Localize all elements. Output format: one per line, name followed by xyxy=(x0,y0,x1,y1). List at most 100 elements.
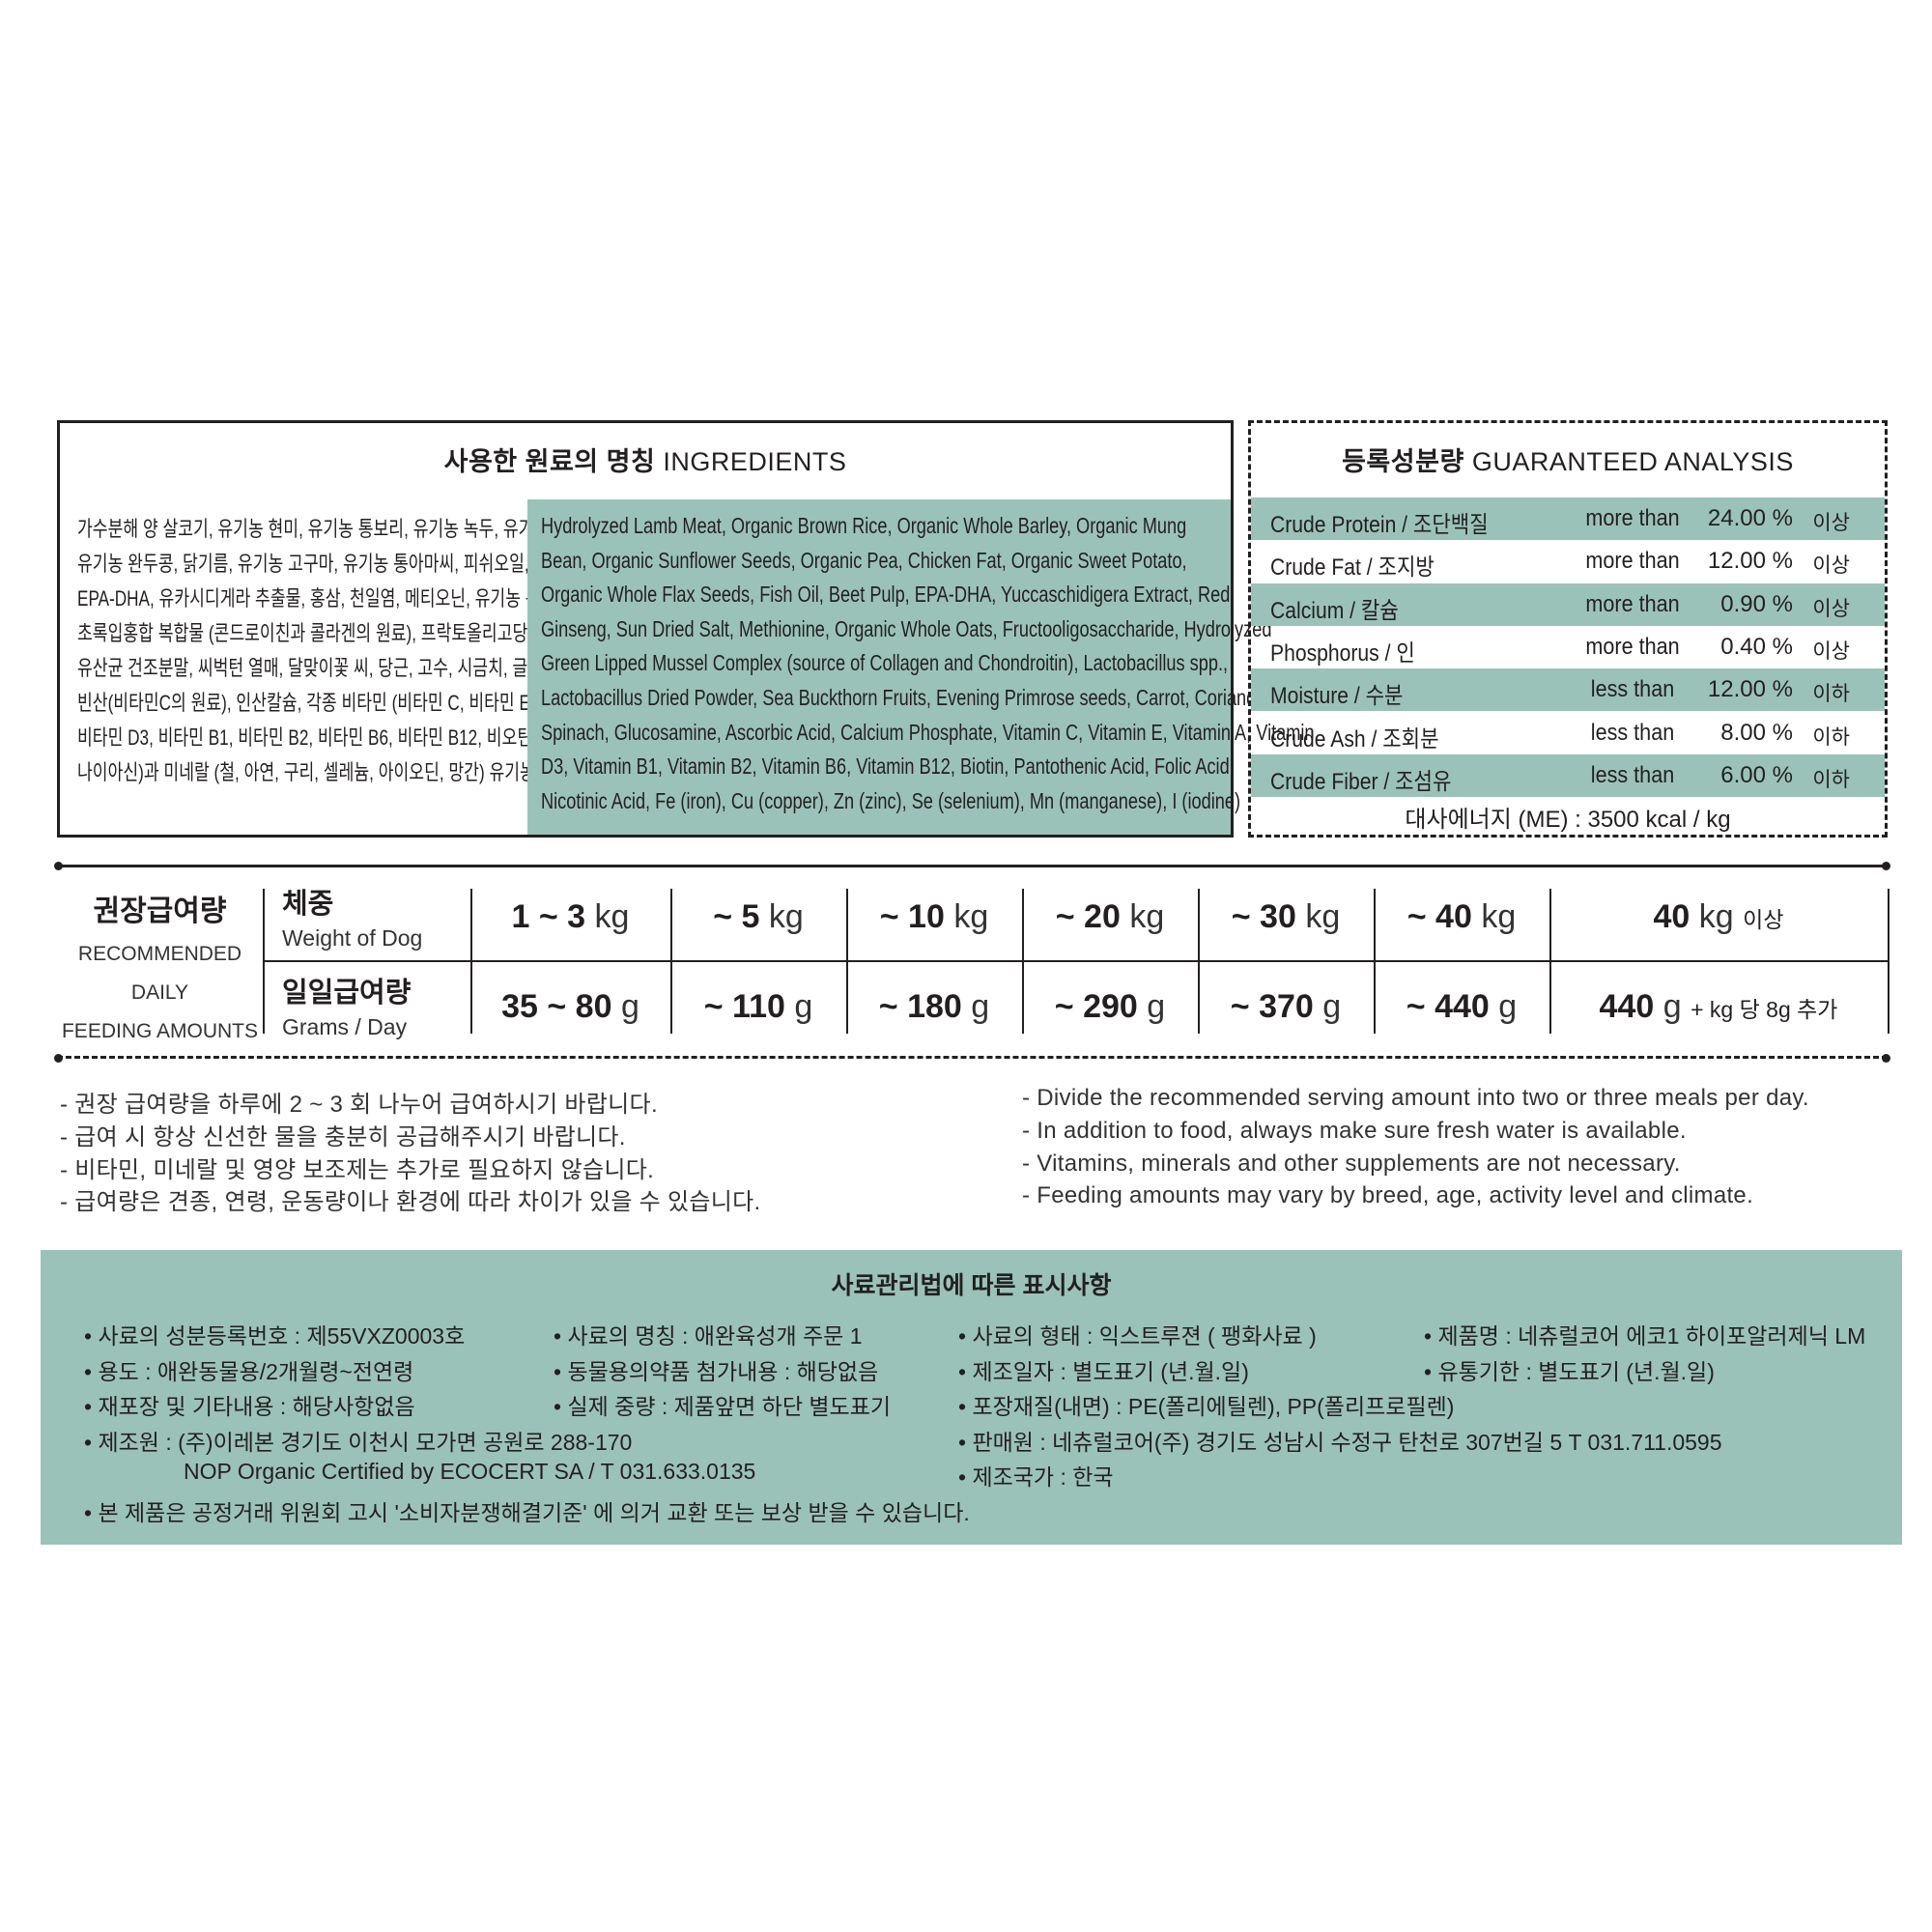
analysis-name: Crude Fat / 조지방 xyxy=(1270,554,1435,582)
table-divider xyxy=(1888,889,1889,1034)
amount-label-en: Grams / Day xyxy=(282,1014,408,1039)
table-divider xyxy=(670,889,672,1034)
analysis-name: Crude Protein / 조단백질 xyxy=(1270,512,1489,538)
table-divider xyxy=(1022,889,1024,1034)
analysis-row: Crude Protein / 조단백질 more than 24.00 % 이상 xyxy=(1251,497,1885,540)
weight-label: 체중 Weight of Dog xyxy=(282,881,422,952)
ingredient-line-en: Bean, Organic Sunflower Seeds, Organic P… xyxy=(541,547,1187,573)
legal-item: • 사료의 성분등록번호 : 제55VXZ0003호 xyxy=(84,1323,466,1349)
analysis-ko: 이상 xyxy=(1812,554,1850,578)
divider-dot xyxy=(1882,1054,1890,1063)
weight-label-en: Weight of Dog xyxy=(282,925,423,951)
note-en: - Feeding amounts may vary by breed, age… xyxy=(1022,1182,1754,1209)
analysis-row: Phosphorus / 인 more than 0.40 % 이상 xyxy=(1251,626,1885,668)
feeding-title: 권장급여량 RECOMMENDED DAILY FEEDING AMOUNTS xyxy=(57,887,263,1051)
divider-dot xyxy=(1882,862,1890,870)
legal-item: • 제조원 : (주)이레본 경기도 이천시 모가면 공원로 288-170 xyxy=(84,1430,633,1455)
analysis-name: Calcium / 칼슘 xyxy=(1270,597,1399,624)
feeding-title-en-3: FEEDING AMOUNTS xyxy=(61,1020,259,1042)
feeding-num: ~ 290 xyxy=(1054,988,1138,1025)
analysis-ko: 이하 xyxy=(1812,768,1850,791)
divider-dot xyxy=(54,1054,63,1063)
analysis-row: Crude Fat / 조지방 more than 12.00 % 이상 xyxy=(1251,540,1885,582)
analysis-value: 12.00 % xyxy=(1707,548,1793,575)
table-divider xyxy=(846,889,848,1034)
feeding-title-ko: 권장급여량 xyxy=(93,895,227,927)
legal-item: • 사료의 명칭 : 애완육성개 주문 1 xyxy=(554,1323,863,1349)
analysis-name: Crude Fiber / 조섬유 xyxy=(1270,768,1452,795)
amount-label: 일일급여량 Grams / Day xyxy=(282,970,411,1040)
ingredient-line-en: Ginseng, Sun Dried Salt, Methionine, Org… xyxy=(541,615,1272,641)
feeding-unit: kg xyxy=(768,898,804,935)
note-ko: - 급여량은 견종, 연령, 운동량이나 환경에 따라 차이가 있을 수 있습니… xyxy=(60,1189,761,1216)
analysis-cmp: less than xyxy=(1590,676,1675,703)
amount-cell: ~ 440 g xyxy=(1374,988,1549,1026)
analysis-value: 6.00 % xyxy=(1720,761,1793,788)
analysis-cmp: more than xyxy=(1585,590,1680,617)
ingredient-line-en: Lactobacillus Dried Powder, Sea Buckthor… xyxy=(541,684,1276,710)
note-ko: - 급여 시 항상 신선한 물을 충분히 공급해주시기 바랍니다. xyxy=(60,1123,626,1151)
analysis-ko: 이하 xyxy=(1812,683,1850,706)
feeding-unit: g xyxy=(1662,988,1682,1025)
analysis-row: Calcium / 칼슘 more than 0.90 % 이상 xyxy=(1251,582,1885,626)
legal-item: • 실제 중량 : 제품앞면 하단 별도표기 xyxy=(554,1394,892,1419)
table-divider xyxy=(1198,889,1200,1034)
ingredient-line-ko: 유기농 완두콩, 닭기름, 유기농 고구마, 유기농 통아마씨, 피쉬오일, 비… xyxy=(77,552,600,576)
analysis-name: Phosphorus / 인 xyxy=(1270,639,1415,667)
analysis-name: Crude Ash / 조회분 xyxy=(1270,725,1439,753)
feeding-num: 440 xyxy=(1599,988,1655,1025)
feeding-unit: g xyxy=(1498,988,1518,1025)
legal-item: • 동물용의약품 첨가내용 : 해당없음 xyxy=(554,1359,879,1384)
weight-cell: 1 ~ 3 kg xyxy=(470,898,670,936)
analysis-title: 등록성분량 GUARANTEED ANALYSIS xyxy=(1248,440,1888,478)
table-divider xyxy=(470,889,472,1034)
note-en: - In addition to food, always make sure … xyxy=(1022,1117,1687,1144)
analysis-row: Crude Ash / 조회분 less than 8.00 % 이하 xyxy=(1251,712,1885,754)
amount-label-ko: 일일급여량 xyxy=(282,978,412,1009)
divider-solid xyxy=(57,865,1888,867)
analysis-ko: 이상 xyxy=(1812,512,1850,534)
feeding-unit: kg xyxy=(1129,898,1165,935)
analysis-value: 0.40 % xyxy=(1720,633,1793,660)
ingredients-box xyxy=(57,420,1234,838)
note-ko: - 권장 급여량을 하루에 2 ~ 3 회 나누어 급여하시기 바랍니다. xyxy=(60,1092,658,1118)
amount-cell: 35 ~ 80 g xyxy=(470,988,670,1026)
legal-item: • 포장재질(내면) : PE(폴리에틸렌), PP(폴리프로필렌) xyxy=(958,1394,1455,1419)
feeding-num: 35 ~ 80 xyxy=(501,988,612,1025)
feeding-num: ~ 180 xyxy=(878,988,962,1025)
ingredient-line-en: Organic Whole Flax Seeds, Fish Oil, Beet… xyxy=(541,582,1231,608)
guaranteed-analysis-box xyxy=(1248,420,1888,838)
feeding-suffix: 이상 xyxy=(1743,907,1784,932)
analysis-ko: 이하 xyxy=(1812,725,1850,749)
analysis-cmp: more than xyxy=(1585,505,1680,531)
feeding-num: 40 xyxy=(1653,898,1690,935)
legal-item: • 재포장 및 기타내용 : 해당사항없음 xyxy=(84,1394,415,1419)
table-divider xyxy=(1549,889,1551,1034)
legal-notice-panel xyxy=(41,1250,1902,1545)
legal-item: • 제조일자 : 별도표기 (년.월.일) xyxy=(958,1359,1249,1384)
feeding-title-en-2: DAILY xyxy=(130,981,189,1004)
weight-cell: ~ 20 kg xyxy=(1022,898,1198,936)
analysis-ko: 이상 xyxy=(1812,597,1850,620)
metabolizable-energy: 대사에너지 (ME) : 3500 kcal / kg xyxy=(1405,807,1731,833)
feeding-num: ~ 10 xyxy=(879,898,945,935)
feeding-unit: g xyxy=(794,988,813,1025)
feeding-unit: g xyxy=(1147,988,1166,1025)
feeding-unit: kg xyxy=(953,898,989,935)
feeding-unit: kg xyxy=(594,898,630,935)
feeding-title-en-1: RECOMMENDED xyxy=(77,943,242,965)
weight-label-ko: 체중 xyxy=(282,889,334,920)
amount-cell: ~ 180 g xyxy=(846,988,1022,1026)
feeding-unit: kg xyxy=(1305,898,1341,935)
weight-cell: ~ 10 kg xyxy=(846,898,1022,936)
feeding-unit: g xyxy=(1322,988,1342,1025)
analysis-row: Crude Fiber / 조섬유 less than 6.00 % 이하 xyxy=(1251,753,1885,797)
table-divider xyxy=(1374,889,1376,1034)
table-row-divider xyxy=(264,960,1888,962)
analysis-cmp: less than xyxy=(1590,719,1675,746)
ingredients-title-en: INGREDIENTS xyxy=(663,447,847,476)
analysis-value: 12.00 % xyxy=(1707,676,1793,703)
ingredient-line-en: Nicotinic Acid, Fe (iron), Cu (copper), … xyxy=(541,787,1241,813)
analysis-title-en: GUARANTEED ANALYSIS xyxy=(1471,447,1794,476)
legal-footer: • 본 제품은 공정거래 위원회 고시 '소비자분쟁해결기준' 에 의거 교환 … xyxy=(84,1500,970,1525)
